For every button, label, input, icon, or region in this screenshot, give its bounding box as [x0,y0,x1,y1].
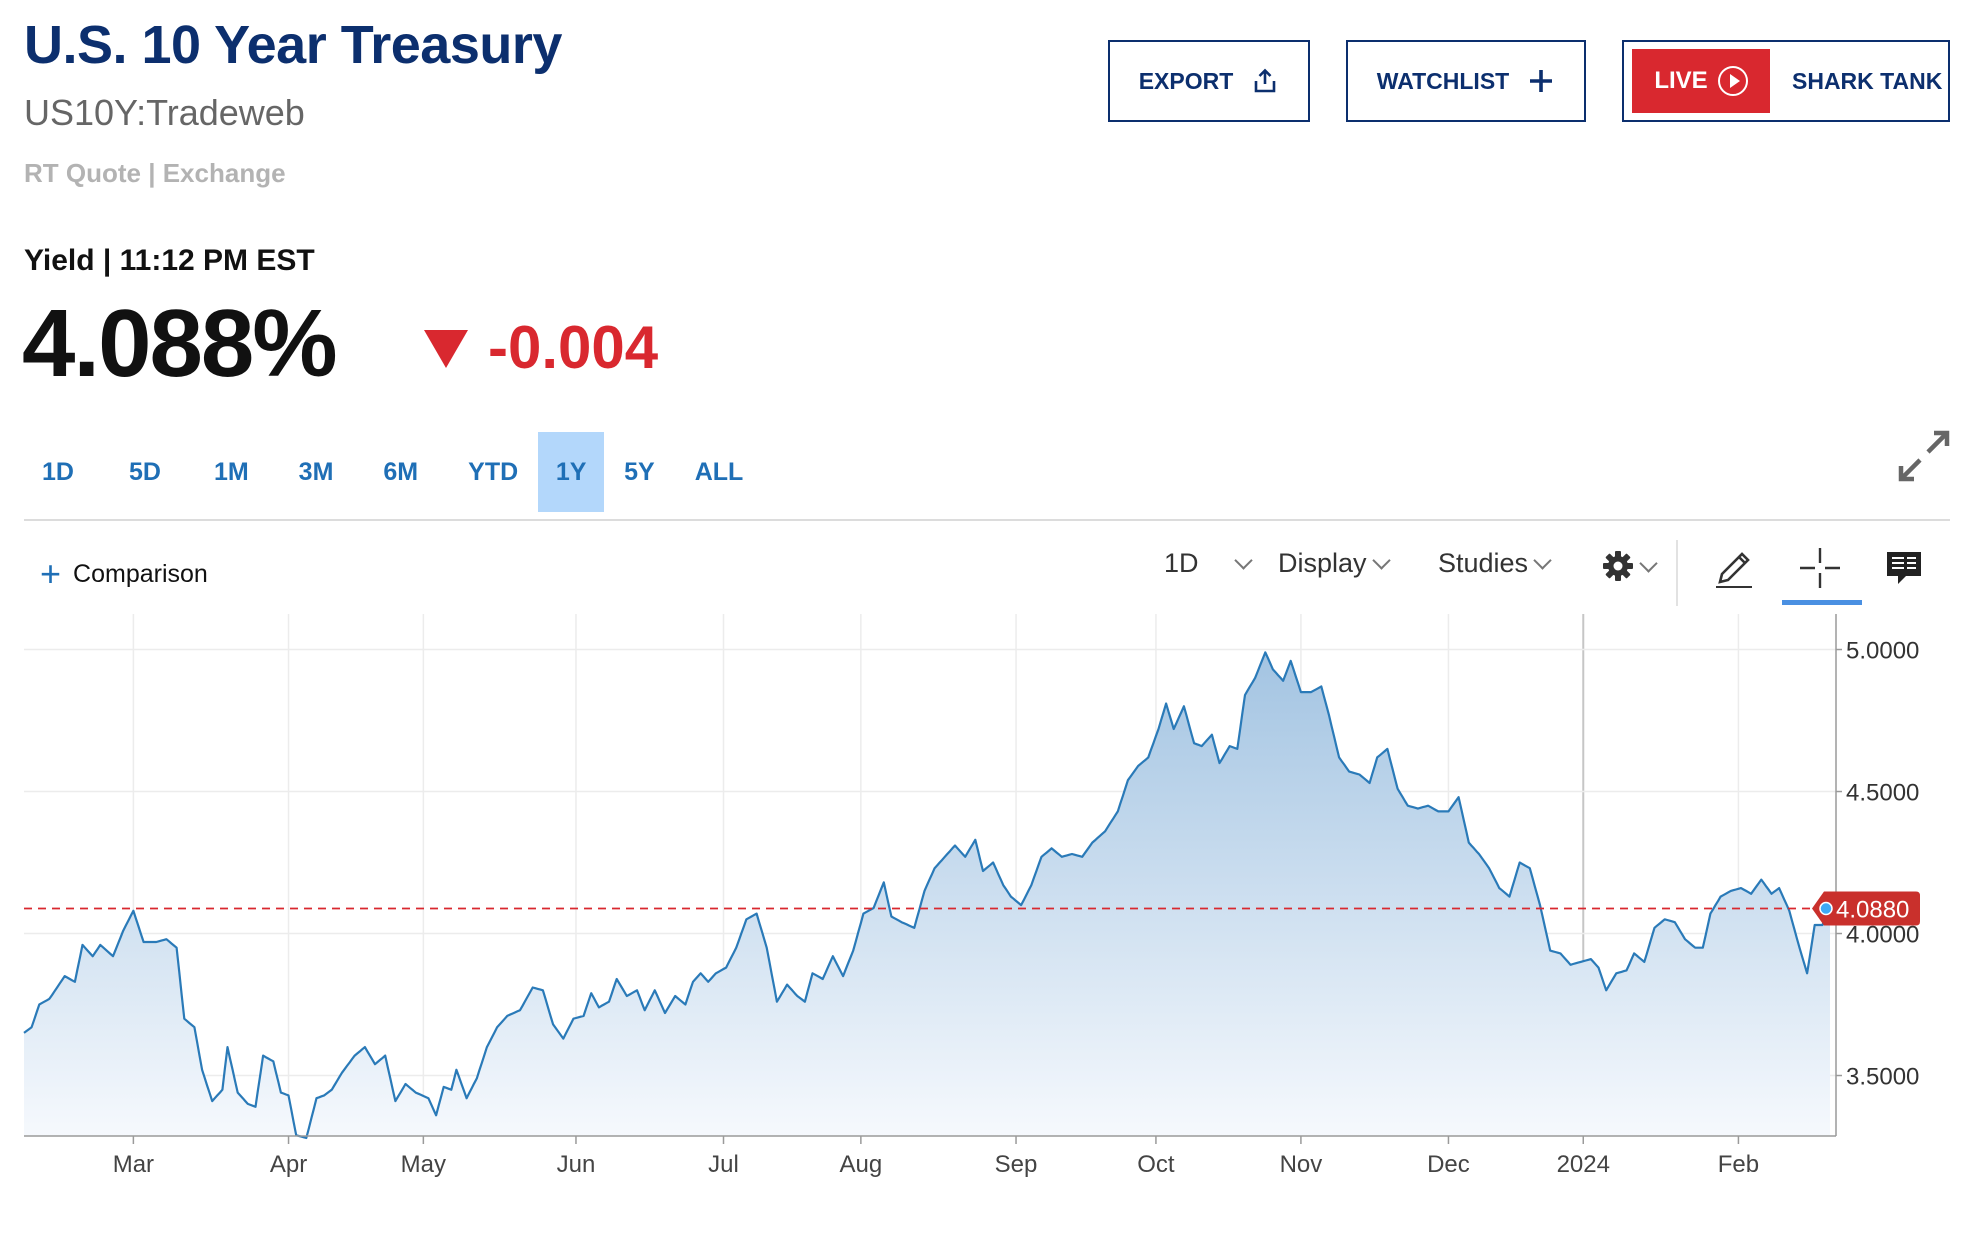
comparison-label: Comparison [73,559,208,588]
x-tick-label: Jun [557,1151,596,1178]
x-tick-label: Feb [1718,1151,1759,1178]
news-icon[interactable] [1884,548,1924,588]
range-1y[interactable]: 1Y [538,432,605,512]
x-tick-label: Mar [113,1151,154,1178]
x-tick-label: Sep [995,1151,1038,1178]
export-button[interactable]: EXPORT [1108,40,1310,122]
range-selector: 1D 5D 1M 3M 6M YTD 1Y 5Y ALL [24,432,751,512]
pencil-icon[interactable] [1712,546,1756,590]
comparison-button[interactable]: + Comparison [40,556,208,592]
range-3m[interactable]: 3M [298,457,334,486]
watchlist-button[interactable]: WATCHLIST [1346,40,1586,122]
studies-label: Studies [1438,548,1529,578]
yield-line [23,651,1832,1140]
y-tick-label: 4.5000 [1846,780,1919,807]
yield-area [24,652,1830,1138]
y-tick-label: 5.0000 [1846,638,1919,665]
y-tick-label: 4.0000 [1846,922,1919,949]
range-all[interactable]: ALL [694,457,744,486]
export-label: EXPORT [1138,67,1234,94]
watchlist-label: WATCHLIST [1376,67,1510,94]
range-5d[interactable]: 5D [128,457,161,486]
x-tick-label: Apr [270,1151,307,1178]
toolbar-separator [1676,540,1678,606]
display-label: Display [1278,548,1367,578]
x-tick-label: Nov [1280,1151,1323,1178]
interval-dropdown[interactable]: 1D [1164,548,1253,579]
display-dropdown[interactable]: Display [1278,548,1391,579]
share-icon [1254,68,1276,93]
current-value-label: 4.0880 [1836,897,1909,924]
x-tick-label: 2024 [1557,1151,1610,1178]
range-ytd[interactable]: YTD [468,457,519,486]
chevron-down-icon [1533,551,1552,570]
quote-source: RT Quote | Exchange [24,158,286,188]
crosshair-active-indicator [1782,600,1862,605]
crosshair-icon[interactable] [1798,546,1842,590]
plus-icon: + [40,553,62,594]
chevron-down-icon [1639,553,1658,573]
down-arrow-icon [424,330,468,368]
range-6m[interactable]: 6M [383,457,419,486]
x-tick-label: Oct [1137,1151,1175,1178]
shark-tank-label: SHARK TANK [1792,67,1943,94]
ticker-symbol: US10Y:Tradeweb [24,92,305,133]
current-value-badge [1812,891,1920,926]
page-title: U.S. 10 Year Treasury [24,15,562,75]
expand-icon[interactable] [1896,428,1952,484]
yield-timestamp: Yield | 11:12 PM EST [24,244,315,277]
studies-dropdown[interactable]: Studies [1438,548,1552,579]
interval-label: 1D [1164,548,1199,578]
current-value-dot [1819,901,1833,916]
price-value: 4.088% [22,290,338,397]
range-1m[interactable]: 1M [213,457,249,486]
x-tick-label: Jul [708,1151,739,1178]
x-tick-label: May [401,1151,446,1178]
x-tick-label: Aug [840,1151,883,1178]
chevron-down-icon [1371,551,1391,570]
section-divider [24,519,1950,521]
chevron-down-icon [1233,551,1253,570]
plus-icon [1530,70,1553,92]
gear-icon [1603,551,1633,581]
play-circle-icon [1717,66,1748,96]
range-5y[interactable]: 5Y [624,457,655,486]
x-tick-label: Dec [1427,1151,1470,1178]
yield-chart[interactable]: 3.5000 4.0000 4.5000 5.0000 Mar Apr May Jun Jul A… [0,600,1968,1210]
y-tick-label: 3.5000 [1846,1064,1919,1091]
live-label: LIVE [1654,67,1708,94]
live-badge: LIVE [1632,49,1770,113]
settings-dropdown[interactable] [1602,550,1658,582]
range-1d[interactable]: 1D [42,457,74,486]
live-shark-tank-button[interactable]: LIVE SHARK TANK [1622,40,1950,122]
price-change: -0.004 [488,314,659,381]
